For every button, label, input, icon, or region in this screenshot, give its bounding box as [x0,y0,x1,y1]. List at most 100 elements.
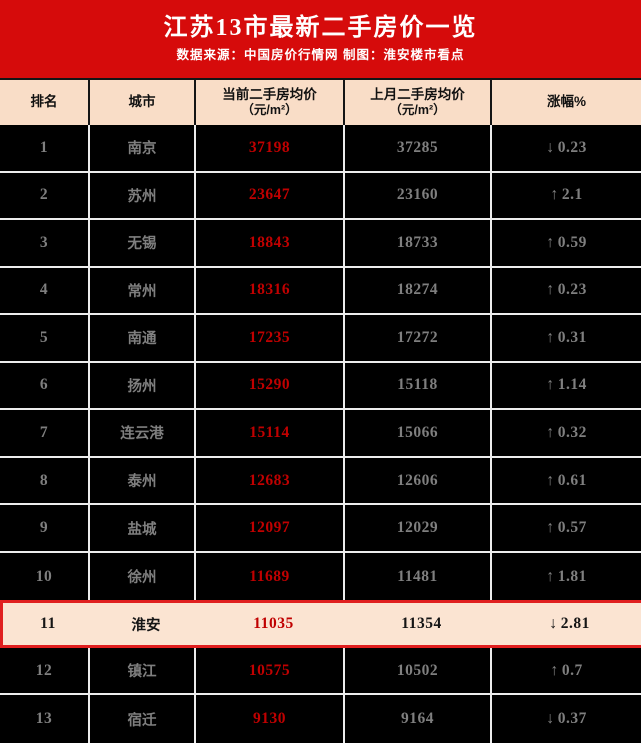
rank-cell: 11 [40,615,56,633]
city-cell: 苏州 [90,172,196,219]
rank-cell: 8 [0,457,90,504]
change-value: 0.32 [557,423,587,441]
trend-arrow-icon: ↑ [546,281,555,299]
table-row: 12 镇江 10575 10502 ↑ 0.7 [0,647,641,696]
last-month-price-cell: 9164 [345,695,492,743]
trend-arrow-icon: ↑ [550,661,559,679]
city-cell: 徐州 [90,552,196,601]
change-value: 2.1 [561,186,583,204]
city-cell: 扬州 [90,362,196,409]
rank-cell: 5 [0,315,90,361]
city-cell: 泰州 [90,457,196,504]
table-row: 4 常州 18316 18274 ↑ 0.23 [0,267,641,316]
column-header-change-label: 涨幅% [546,94,586,110]
current-price-cell: 37198 [196,125,345,171]
city-cell: 南京 [90,125,196,171]
trend-arrow-icon: ↑ [546,471,555,489]
table-row: 9 盐城 12097 12029 ↑ 0.57 [0,505,641,553]
trend-arrow-icon: ↑ [546,567,555,585]
trend-arrow-icon: ↑ [546,233,555,251]
change-cell: ↓ 2.81 [495,603,641,645]
last-month-price-cell: 15066 [345,410,492,456]
change-cell: ↑ 0.61 [492,458,641,504]
current-price-cell: 12097 [196,505,345,551]
table-row: 8 泰州 12683 12606 ↑ 0.61 [0,457,641,506]
table-header-row: 排名 城市 当前二手房均价 （元/m²） 上月二手房均价 （元/m²） 涨幅% [0,78,641,125]
change-cell: ↑ 1.81 [492,553,641,601]
current-price-cell: 10575 [196,647,345,694]
trend-arrow-icon: ↑ [546,328,555,346]
table-row: 3 无锡 18843 18733 ↑ 0.59 [0,220,641,268]
change-cell: ↓ 0.23 [492,125,641,171]
change-value: 0.59 [557,233,587,251]
city-cell: 常州 [90,267,196,314]
change-cell: ↑ 1.14 [492,363,641,409]
rank-cell: 4 [0,267,90,314]
table-row: 7 连云港 15114 15066 ↑ 0.32 [0,410,641,458]
last-month-price-cell: 11354 [401,615,442,633]
rank-cell: 13 [0,695,90,743]
column-header-rank-label: 排名 [30,94,58,110]
table-row: 1 南京 37198 37285 ↓ 0.23 [0,125,641,173]
last-month-price-cell: 10502 [345,647,492,694]
table-body: 1 南京 37198 37285 ↓ 0.23 2 苏州 23647 23160… [0,125,641,743]
trend-arrow-icon: ↓ [549,615,558,633]
rank-cell: 12 [0,647,90,694]
rank-cell: 7 [0,410,90,456]
table-row: 2 苏州 23647 23160 ↑ 2.1 [0,172,641,221]
trend-arrow-icon: ↑ [546,423,555,441]
column-header-last-month-price: 上月二手房均价 （元/m²） [345,80,492,125]
change-cell: ↑ 0.32 [492,410,641,456]
last-month-price-cell: 12606 [345,457,492,504]
last-month-price-cell: 17272 [345,315,492,361]
column-header-city-label: 城市 [128,94,156,110]
current-price-cell: 15114 [196,410,345,456]
change-value: 0.61 [557,471,587,489]
rank-cell: 3 [0,220,90,266]
change-cell: ↑ 0.7 [492,648,641,694]
column-header-last-line1: 上月二手房均价 [370,86,465,102]
change-value: 2.81 [560,615,590,633]
change-value: 0.31 [557,328,587,346]
change-value: 1.14 [557,376,587,394]
table-row: 10 徐州 11689 11481 ↑ 1.81 [0,552,641,601]
last-month-price-cell: 18274 [345,267,492,314]
current-price-cell: 9130 [196,695,345,743]
change-cell: ↑ 0.57 [492,505,641,551]
change-value: 0.7 [561,661,583,679]
last-month-price-cell: 18733 [345,220,492,266]
city-cell: 淮安 [131,617,161,634]
last-month-price-cell: 11481 [345,552,492,601]
city-cell: 无锡 [90,220,196,266]
change-cell: ↑ 0.31 [492,315,641,361]
city-cell: 宿迁 [90,695,196,743]
current-price-cell: 18843 [196,220,345,266]
current-price-cell: 17235 [196,315,345,361]
trend-arrow-icon: ↑ [550,186,559,204]
page-title: 江苏13市最新二手房价一览 [163,15,478,42]
last-month-price-cell: 37285 [345,125,492,171]
last-month-price-cell: 15118 [345,362,492,409]
change-value: 0.37 [557,710,587,728]
column-header-current-unit: （元/m²） [241,103,298,118]
table-row: 6 扬州 15290 15118 ↑ 1.14 [0,362,641,411]
current-price-cell: 23647 [196,172,345,219]
last-month-price-cell: 23160 [345,172,492,219]
header-banner: 江苏13市最新二手房价一览 数据来源：中国房价行情网 制图：淮安楼市看点 [0,0,641,78]
table-row: 13 宿迁 9130 9164 ↓ 0.37 [0,695,641,743]
change-cell: ↑ 0.59 [492,220,641,266]
table-row-highlighted: 11 淮安 11035 11354 ↓ 2.81 [0,600,641,648]
change-value: 0.57 [557,519,587,537]
city-cell: 连云港 [90,410,196,456]
column-header-city: 城市 [90,80,196,125]
current-price-cell: 15290 [196,362,345,409]
column-header-last-unit: （元/m²） [389,103,446,118]
trend-arrow-icon: ↓ [546,138,555,156]
last-month-price-cell: 12029 [345,505,492,551]
column-header-change-pct: 涨幅% [492,80,641,125]
change-value: 1.81 [557,567,587,585]
rank-cell: 2 [0,172,90,219]
current-price-cell: 11689 [196,552,345,601]
current-price-cell: 12683 [196,457,345,504]
